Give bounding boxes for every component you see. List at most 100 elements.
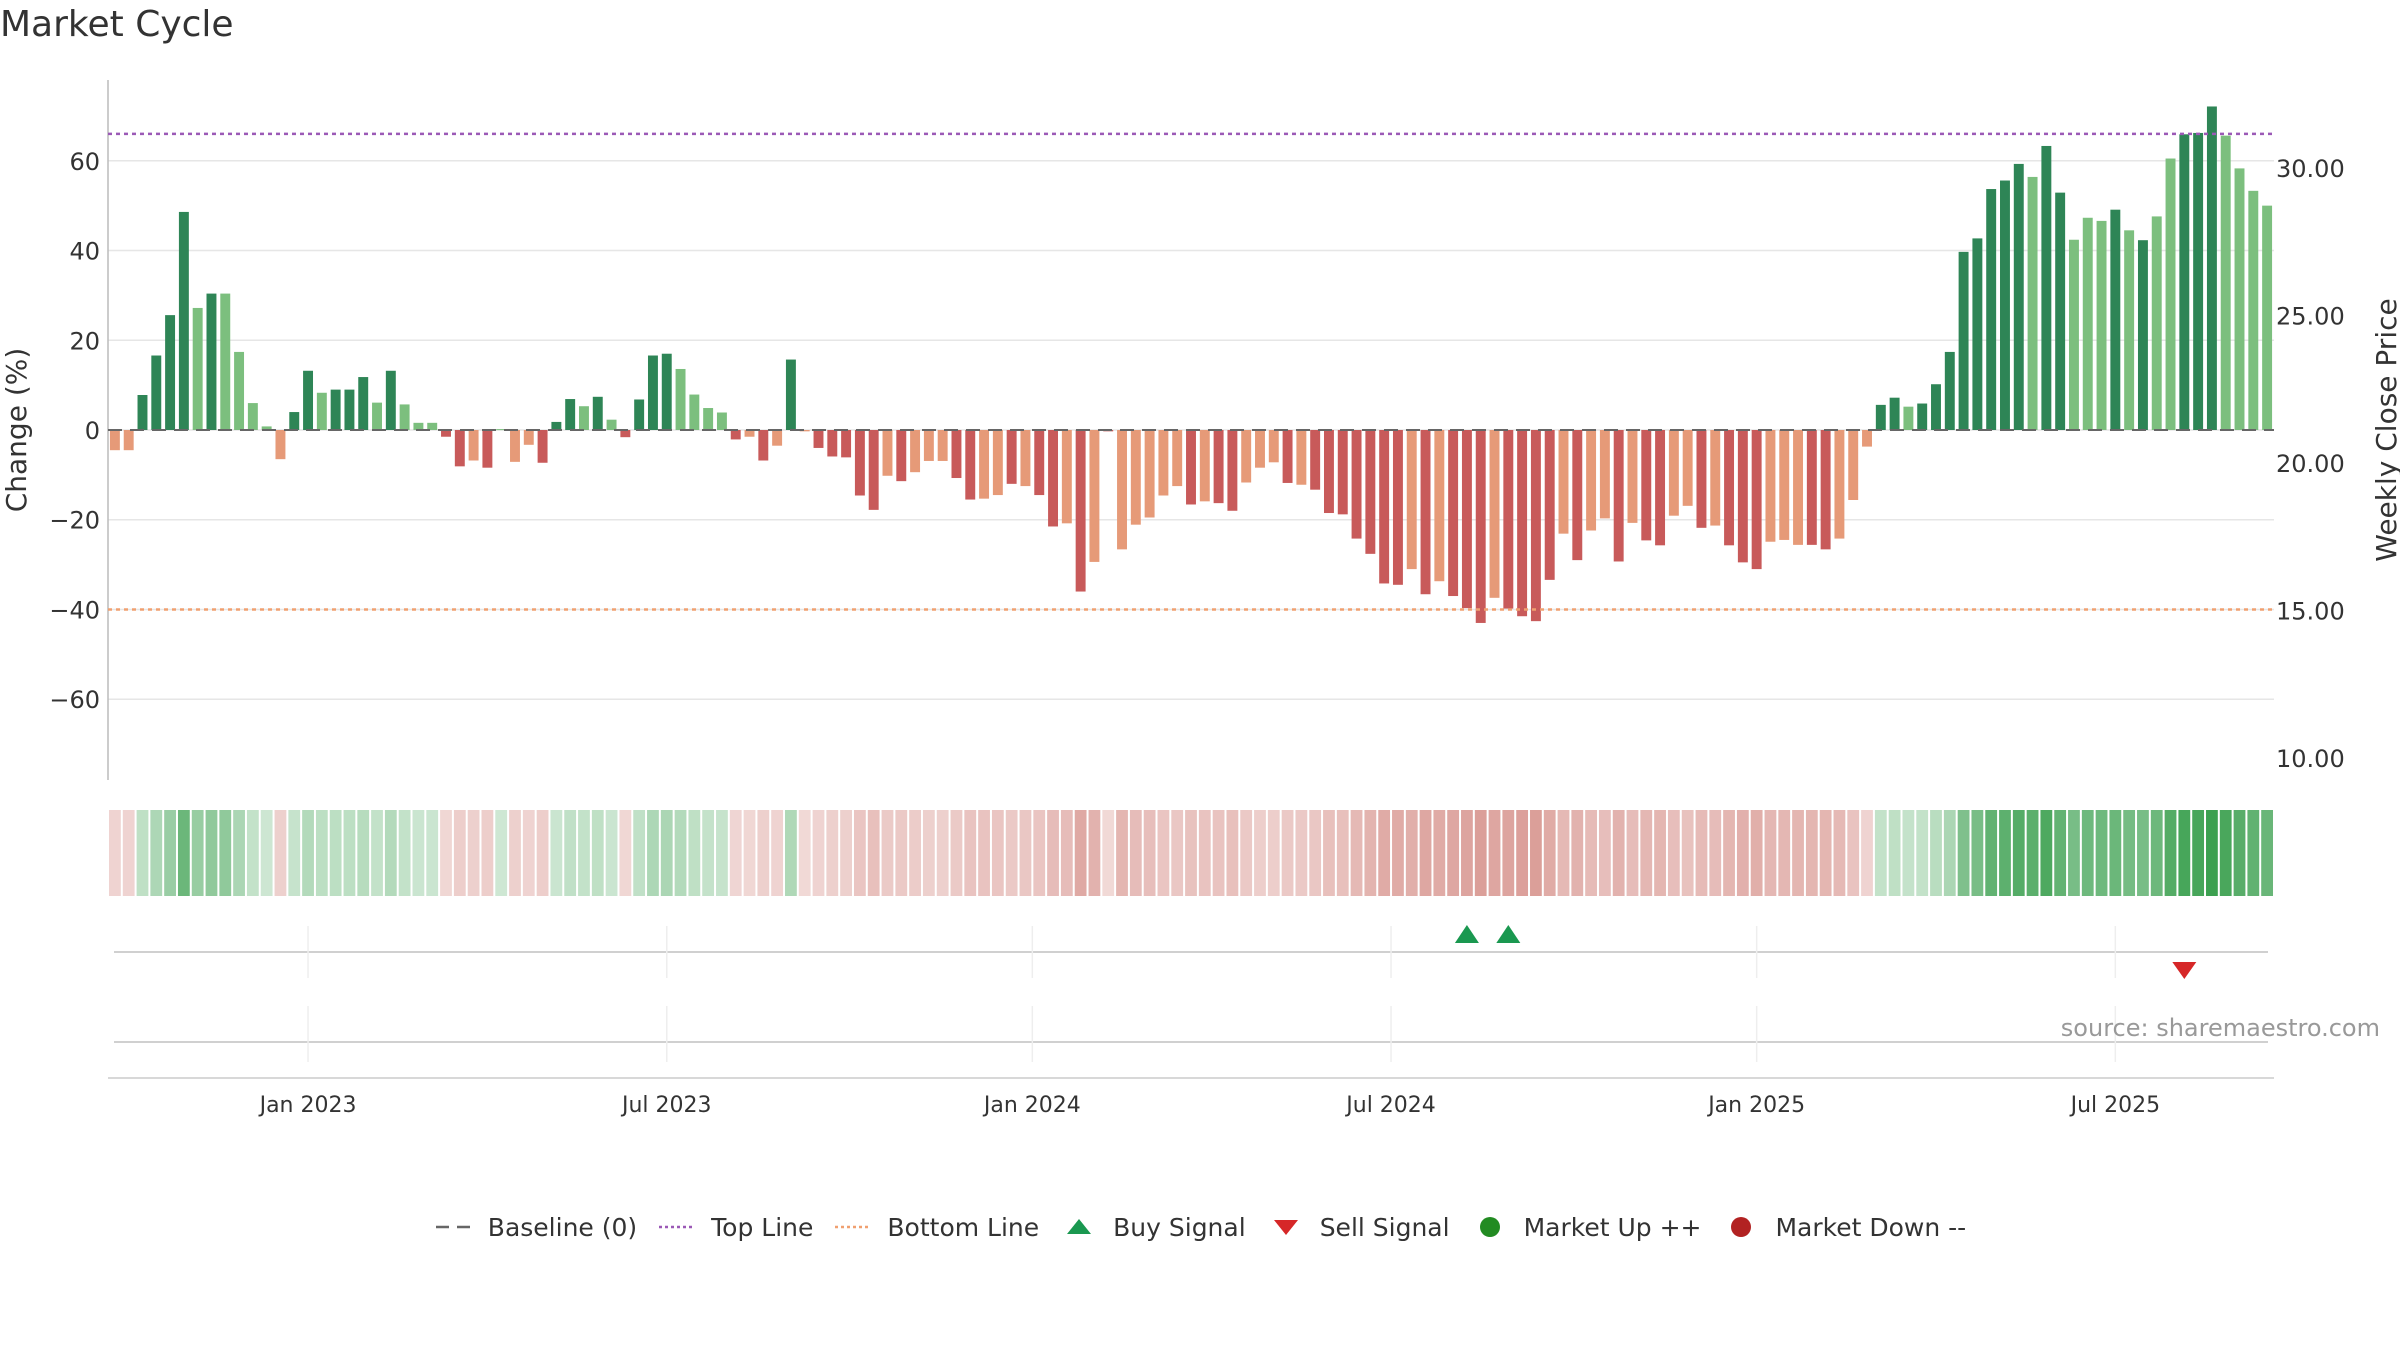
bar [1461,430,1472,609]
strip-cell [1047,810,1059,896]
strip-cell [1185,810,1197,896]
bar [689,394,700,430]
bar [510,430,520,462]
strip-cell [2123,810,2136,896]
y2-tick-label: 25.00 [2276,303,2345,331]
bar [2220,135,2231,430]
strip-cell [1640,810,1653,896]
strip-cell [1888,810,1901,896]
strip-cell [702,810,715,896]
strip-cell [688,810,701,896]
strip-cell [1585,810,1597,896]
bar [137,395,148,430]
strength-strip [109,810,2273,896]
bar [2193,132,2204,430]
strip-cell [1240,810,1253,896]
strip-cell [122,810,135,896]
strip-cell [1902,810,1915,896]
strip-cell [246,810,259,896]
line-layer [108,132,2274,611]
bar [413,422,424,430]
strip-cell [1957,810,1970,896]
strip-cell [2150,810,2163,896]
bar [1434,430,1445,582]
bar [647,355,658,430]
bar [937,430,948,461]
legend-item[interactable]: Buy Signal [1059,1213,1246,1242]
bar [1323,430,1334,514]
bar [1986,189,1997,430]
bar [1020,430,1031,487]
legend-symbol [1479,1217,1500,1237]
strip-cell [1778,810,1791,896]
strip-cell [729,810,742,896]
strip-cell [591,810,604,896]
bar [2165,158,2176,430]
bar [896,430,907,482]
strip-cell [481,810,494,896]
legend-item[interactable]: Market Up ++ [1470,1213,1701,1242]
strip-cell [509,810,521,896]
bar [1696,430,1707,528]
bar [1572,430,1583,561]
strip-cell [1612,810,1625,896]
bar [1668,430,1679,516]
strip-cell [550,810,563,896]
legend-item[interactable]: Baseline (0) [434,1213,637,1242]
strip-cell [771,810,784,896]
strip-cell [315,810,328,896]
bar [1627,430,1638,523]
bar [1931,384,1941,430]
chart-title: Market Cycle [0,4,234,45]
bar [1544,430,1555,580]
bar [1310,430,1321,490]
bar [854,430,865,496]
bar [1875,404,1886,430]
strip-cell [895,810,908,896]
strip-cell [1323,810,1335,896]
bar [1558,430,1569,534]
strip-cell [2081,810,2094,896]
bar [1255,430,1265,468]
bar [523,430,534,445]
strip-cell [1598,810,1611,896]
strip-cell [1530,810,1542,896]
legend-symbol [659,1225,696,1229]
strip-cell [1571,810,1584,896]
legend-item[interactable]: Market Down -- [1721,1213,1966,1242]
strip-cell [2247,810,2260,896]
strip-cell [164,810,176,896]
strip-cell [647,810,659,896]
bar [951,430,962,479]
bar [1199,430,1210,502]
strip-cell [1116,810,1128,896]
bar [1186,430,1196,505]
strip-cell [1212,810,1225,896]
strip-cell [909,810,921,896]
legend-item[interactable]: Sell Signal [1266,1213,1450,1242]
x-tick-label: Jan 2024 [982,1093,1081,1118]
bar [606,419,617,430]
sell-signal-marker [2172,962,2197,979]
bar [1944,351,1955,430]
strip-cell [495,810,508,896]
bar [1862,430,1872,447]
strip-cell [840,810,852,896]
legend-item[interactable]: Top Line [657,1213,813,1242]
legend-label: Top Line [711,1212,814,1242]
legend-item[interactable]: Bottom Line [833,1213,1039,1242]
legend-symbol [835,1225,872,1229]
strip-cell [2068,810,2080,896]
strip-cell [1709,810,1722,896]
bar [2000,180,2010,430]
strip-cell [1723,810,1735,896]
strip-cell [1750,810,1763,896]
bar [1641,430,1652,541]
bar [303,370,314,430]
x-tick-label: Jan 2025 [1706,1093,1805,1118]
strip-cell [619,810,632,896]
legend-symbol [1067,1219,1092,1234]
strip-cell [453,810,466,896]
bar [661,353,672,430]
